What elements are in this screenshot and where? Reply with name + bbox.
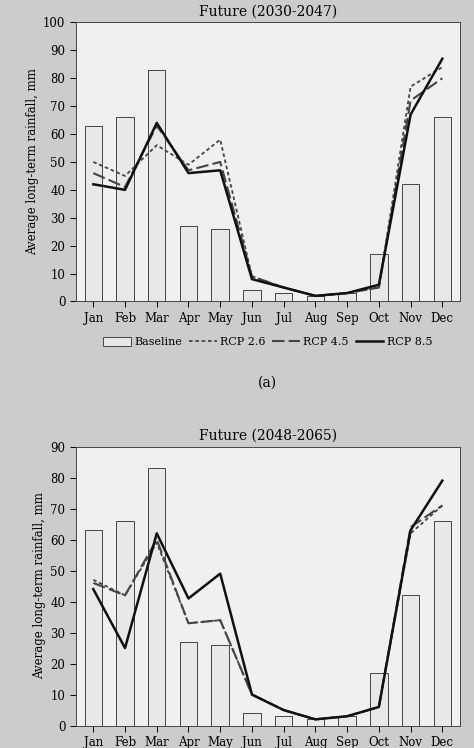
Bar: [370, 673, 388, 726]
Title: Future (2030-2047): Future (2030-2047): [199, 4, 337, 19]
Bar: [338, 717, 356, 726]
Bar: [116, 521, 134, 726]
Bar: [370, 254, 388, 301]
Y-axis label: Average long-term rainfall, mm: Average long-term rainfall, mm: [33, 493, 46, 679]
Bar: [84, 530, 102, 726]
Title: Future (2048-2065): Future (2048-2065): [199, 429, 337, 443]
Bar: [307, 720, 324, 726]
Text: (a): (a): [258, 375, 277, 390]
Bar: [307, 296, 324, 301]
Bar: [434, 521, 451, 726]
Bar: [402, 595, 419, 726]
Bar: [338, 293, 356, 301]
Y-axis label: Average long-term rainfall, mm: Average long-term rainfall, mm: [26, 69, 39, 255]
Bar: [434, 117, 451, 301]
Bar: [180, 226, 197, 301]
Bar: [180, 642, 197, 726]
Bar: [402, 184, 419, 301]
Legend: Baseline, RCP 2.6, RCP 4.5, RCP 8.5: Baseline, RCP 2.6, RCP 4.5, RCP 8.5: [99, 332, 437, 352]
Bar: [275, 293, 292, 301]
Bar: [148, 468, 165, 726]
Bar: [243, 713, 261, 726]
Bar: [211, 645, 229, 726]
Bar: [243, 290, 261, 301]
Bar: [211, 229, 229, 301]
Bar: [275, 717, 292, 726]
Bar: [116, 117, 134, 301]
Bar: [148, 70, 165, 301]
Bar: [84, 126, 102, 301]
